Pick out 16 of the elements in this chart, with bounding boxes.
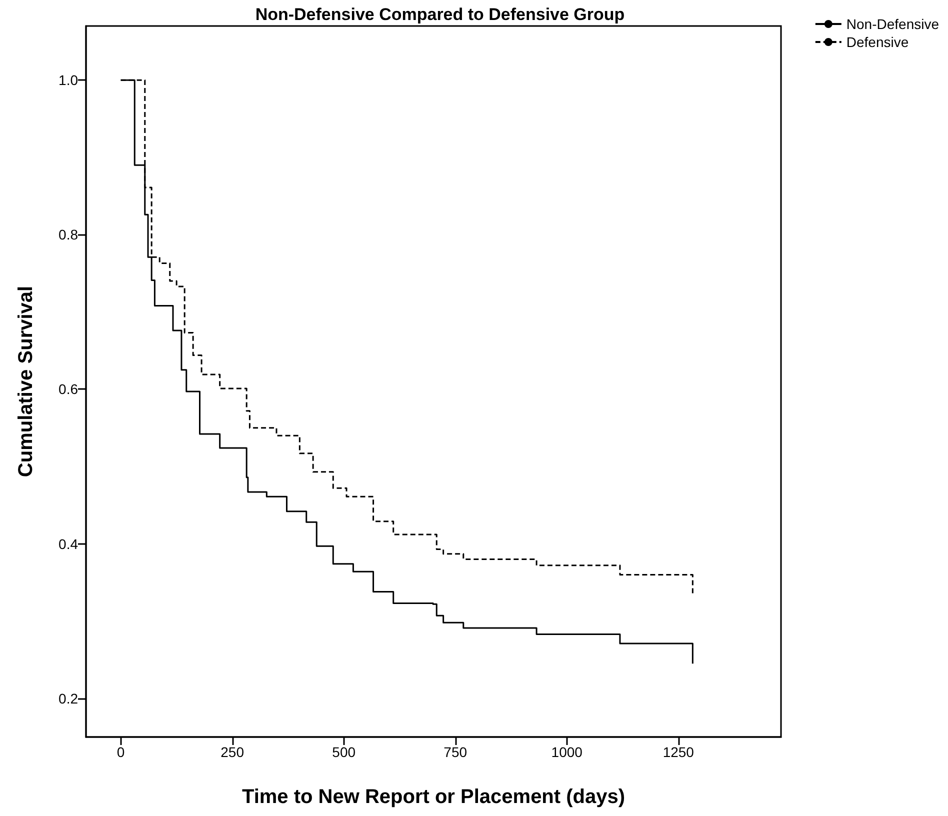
legend-label: Non-Defensive	[846, 16, 940, 32]
y-tick-label: 0.2	[58, 690, 78, 706]
x-tick-label: 500	[332, 744, 356, 760]
x-tick-label: 750	[444, 744, 468, 760]
x-tick-label: 0	[116, 744, 125, 760]
y-tick-label: 0.6	[58, 381, 78, 398]
x-tick-label: 250	[220, 744, 244, 760]
chart-title: Non-Defensive Compared to Defensive Group	[255, 5, 625, 24]
y-axis-title: Cumulative Survival	[15, 286, 37, 478]
legend-label: Defensive	[846, 34, 909, 50]
y-tick-label: 0.4	[58, 536, 78, 552]
x-tick-label: 1250	[662, 744, 694, 760]
x-tick-label: 1000	[551, 744, 583, 760]
y-tick-label: 0.8	[58, 226, 78, 243]
y-tick-label: 1.0	[58, 72, 78, 88]
x-axis-title: Time to New Report or Placement (days)	[242, 786, 626, 808]
